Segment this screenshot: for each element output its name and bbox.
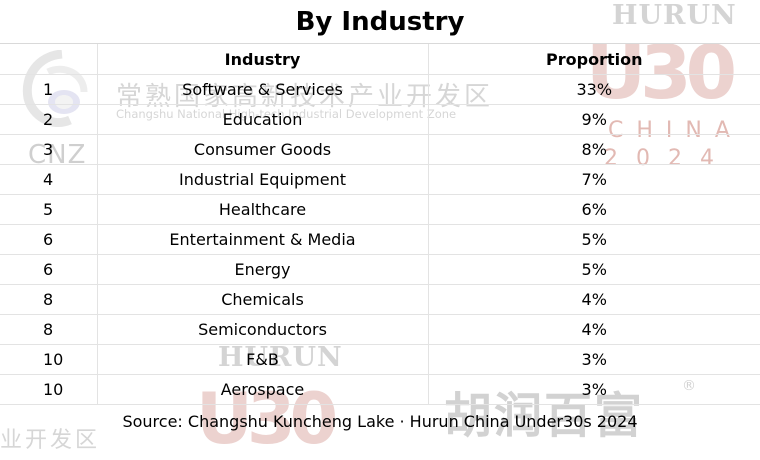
rank-cell: 5 [0,194,98,225]
industry-cell: Software & Services [97,74,429,105]
column-header-proportion: Proportion [428,44,760,75]
table-row: 10 Aerospace 3% [0,374,760,405]
proportion-cell: 4% [428,314,760,345]
proportion-cell: 3% [428,344,760,375]
rank-cell: 10 [0,344,98,375]
table-header-row: Industry Proportion [0,44,760,75]
table-row: 4 Industrial Equipment 7% [0,164,760,195]
industry-cell: Semiconductors [97,314,429,345]
rank-cell: 6 [0,254,98,285]
rank-cell: 3 [0,134,98,165]
proportion-cell: 6% [428,194,760,225]
industry-table: Industry Proportion 1 Software & Services… [0,44,760,405]
industry-cell: Chemicals [97,284,429,315]
table-row: 6 Energy 5% [0,254,760,285]
industry-cell: Entertainment & Media [97,224,429,255]
proportion-cell: 5% [428,254,760,285]
rank-cell: 8 [0,314,98,345]
industry-cell: Healthcare [97,194,429,225]
table-row: 10 F&B 3% [0,344,760,375]
rank-cell: 10 [0,374,98,405]
proportion-cell: 4% [428,284,760,315]
table-row: 2 Education 9% [0,104,760,135]
proportion-cell: 5% [428,224,760,255]
industry-cell: Energy [97,254,429,285]
table-row: 3 Consumer Goods 8% [0,134,760,165]
industry-cell: F&B [97,344,429,375]
industry-cell: Education [97,104,429,135]
rank-cell: 8 [0,284,98,315]
industry-cell: Industrial Equipment [97,164,429,195]
source-note: Source: Changshu Kuncheng Lake · Hurun C… [122,412,638,431]
rank-cell: 4 [0,164,98,195]
proportion-cell: 9% [428,104,760,135]
proportion-cell: 7% [428,164,760,195]
table-row: 5 Healthcare 6% [0,194,760,225]
column-header-industry: Industry [97,44,429,75]
proportion-cell: 33% [428,74,760,105]
table-row: 8 Semiconductors 4% [0,314,760,345]
industry-cell: Consumer Goods [97,134,429,165]
rank-cell: 1 [0,74,98,105]
column-header-rank [0,44,98,75]
table-row: 1 Software & Services 33% [0,74,760,105]
table-row: 6 Entertainment & Media 5% [0,224,760,255]
rank-cell: 2 [0,104,98,135]
rank-cell: 6 [0,224,98,255]
industry-cell: Aerospace [97,374,429,405]
table-row: 8 Chemicals 4% [0,284,760,315]
proportion-cell: 3% [428,374,760,405]
page-title: By Industry [0,0,760,44]
proportion-cell: 8% [428,134,760,165]
